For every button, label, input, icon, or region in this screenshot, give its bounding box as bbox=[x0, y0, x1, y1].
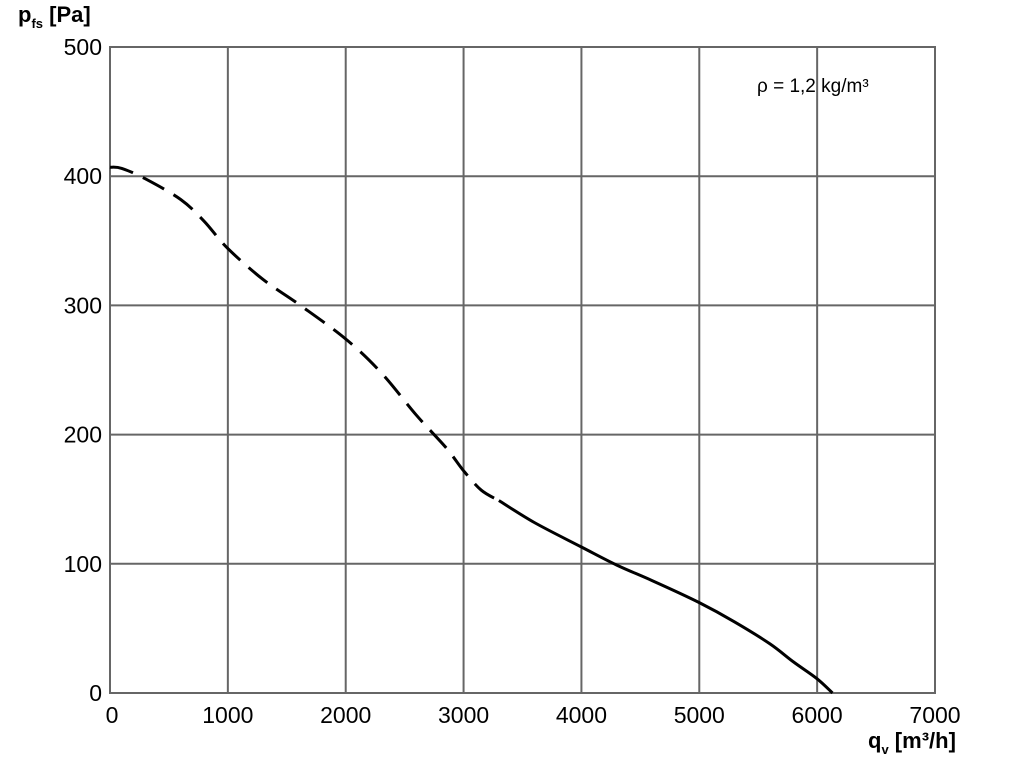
x-axis-title-subscript: v bbox=[881, 742, 889, 757]
performance-curve bbox=[109, 165, 834, 695]
y-tick-label: 400 bbox=[64, 163, 102, 189]
y-tick-label: 100 bbox=[64, 551, 102, 577]
x-axis-title: qv [m³/h] bbox=[868, 728, 956, 757]
y-axis-title-unit: [Pa] bbox=[43, 2, 91, 27]
y-axis-title-subscript: fs bbox=[31, 16, 43, 31]
x-tick-label: 3000 bbox=[438, 702, 489, 728]
x-tick-label: 7000 bbox=[909, 702, 960, 728]
y-tick-label: 0 bbox=[89, 680, 102, 706]
grid bbox=[109, 46, 936, 694]
curve-segment-dashed bbox=[109, 165, 500, 502]
tick-labels: 0 1000 2000 3000 4000 5000 6000 7000 0 100 200 300 4… bbox=[64, 34, 961, 728]
x-tick-label: 4000 bbox=[556, 702, 607, 728]
y-tick-label: 500 bbox=[64, 34, 102, 60]
x-tick-label: 2000 bbox=[320, 702, 371, 728]
density-annotation: ρ = 1,2 kg/m³ bbox=[757, 76, 869, 97]
y-tick-label: 200 bbox=[64, 422, 102, 448]
x-tick-label: 5000 bbox=[674, 702, 725, 728]
plot-frame bbox=[109, 46, 936, 694]
x-tick-label: 1000 bbox=[202, 702, 253, 728]
curve-segment-solid bbox=[498, 499, 834, 695]
x-axis-title-main: q bbox=[868, 728, 881, 753]
y-axis-title: pfs [Pa] bbox=[18, 2, 91, 31]
y-axis-title-main: p bbox=[18, 2, 31, 27]
x-tick-label: 0 bbox=[106, 702, 119, 728]
x-tick-label: 6000 bbox=[792, 702, 843, 728]
x-axis-title-unit: [m³/h] bbox=[889, 728, 956, 753]
y-tick-label: 300 bbox=[64, 292, 102, 318]
